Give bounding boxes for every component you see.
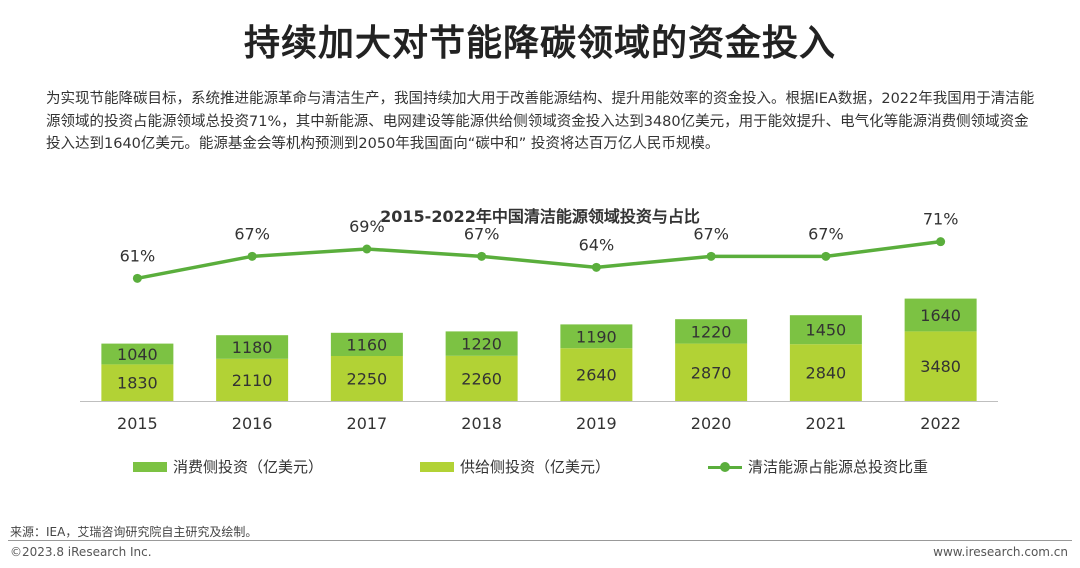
data-label-supply: 2870 — [691, 363, 732, 382]
bar-supply — [216, 358, 289, 401]
legend-swatch-share — [708, 461, 742, 473]
bar-supply — [675, 343, 748, 401]
data-label-supply: 2260 — [461, 369, 502, 388]
share-point — [362, 244, 372, 254]
data-label-supply: 2110 — [232, 371, 273, 390]
share-point — [132, 273, 142, 283]
investment-chart: 1830 1040 2015 2110 1180 2016 2250 1160 2017 2260… — [80, 210, 998, 433]
share-label: 67% — [808, 224, 844, 243]
bar-supply — [101, 364, 174, 401]
legend-item-share: 清洁能源占能源总投资比重 — [708, 456, 928, 477]
x-tick-label: 2019 — [576, 414, 617, 433]
x-tick-label: 2015 — [117, 414, 158, 433]
data-label-consumption: 1220 — [691, 322, 732, 341]
website-link[interactable]: www.iresearch.com.cn — [933, 545, 1068, 559]
data-label-supply: 2250 — [347, 370, 388, 389]
legend-swatch-consumption — [133, 461, 167, 472]
bar-consumption — [560, 324, 633, 349]
bar-consumption — [216, 335, 289, 359]
x-tick-label: 2017 — [347, 414, 388, 433]
share-point — [936, 237, 946, 247]
intro-paragraph: 为实现节能降碳目标，系统推进能源革命与清洁生产，我国持续加大用于改善能源结构、提… — [46, 91, 1035, 152]
bar-supply — [330, 356, 403, 401]
share-label: 61% — [120, 246, 156, 265]
x-tick-label: 2021 — [806, 414, 847, 433]
bar-consumption — [904, 298, 977, 332]
x-tick-label: 2016 — [232, 414, 273, 433]
data-label-supply: 2840 — [806, 364, 847, 383]
bar-supply — [789, 344, 862, 401]
share-point — [247, 251, 257, 261]
legend-item-supply: 供给侧投资（亿美元） — [420, 456, 610, 477]
data-label-supply: 3480 — [920, 357, 961, 376]
legend-swatch-supply — [420, 461, 454, 472]
page-title: 持续加大对节能降碳领域的资金投入 — [243, 23, 836, 64]
bar-supply — [560, 348, 633, 401]
share-label: 69% — [349, 217, 385, 236]
copyright: ©2023.8 iResearch Inc. — [10, 545, 152, 559]
footer-divider — [8, 540, 1072, 541]
data-label-consumption: 1220 — [461, 335, 502, 354]
chart-title: 2015-2022年中国清洁能源领域投资与占比 — [380, 207, 700, 226]
bar-consumption — [675, 319, 748, 344]
source-note: 来源：IEA，艾瑞咨询研究院自主研究及绘制。 — [10, 525, 258, 539]
data-label-consumption: 1180 — [232, 338, 273, 357]
share-point — [821, 251, 831, 261]
share-point — [706, 251, 716, 261]
bar-consumption — [789, 315, 862, 345]
data-label-supply: 1830 — [117, 374, 158, 393]
bar-supply — [904, 331, 977, 401]
legend-label-supply: 供给侧投资（亿美元） — [460, 458, 611, 476]
share-label: 71% — [923, 210, 959, 229]
share-label: 67% — [234, 224, 270, 243]
x-tick-label: 2022 — [920, 414, 961, 433]
bar-consumption — [445, 331, 518, 356]
share-label: 64% — [579, 235, 615, 254]
share-point — [477, 251, 487, 261]
x-tick-label: 2020 — [691, 414, 732, 433]
share-label: 67% — [464, 224, 500, 243]
chart-legend: 消费侧投资（亿美元） 供给侧投资（亿美元） 清洁能源占能源总投资比重 — [0, 456, 1080, 478]
data-label-consumption: 1190 — [576, 327, 617, 346]
data-label-consumption: 1160 — [347, 335, 388, 354]
share-label: 67% — [693, 224, 729, 243]
data-label-consumption: 1640 — [920, 306, 961, 325]
bar-supply — [445, 355, 518, 401]
legend-label-share: 清洁能源占能源总投资比重 — [748, 458, 929, 476]
share-line — [137, 239, 941, 281]
legend-item-consumption: 消费侧投资（亿美元） — [133, 456, 323, 477]
data-label-supply: 2640 — [576, 366, 617, 385]
x-tick-label: 2018 — [461, 414, 502, 433]
share-point — [591, 262, 601, 272]
legend-label-consumption: 消费侧投资（亿美元） — [173, 458, 324, 476]
bar-consumption — [101, 343, 174, 365]
data-label-consumption: 1450 — [806, 321, 847, 340]
data-label-consumption: 1040 — [117, 345, 158, 364]
bar-consumption — [330, 332, 403, 356]
